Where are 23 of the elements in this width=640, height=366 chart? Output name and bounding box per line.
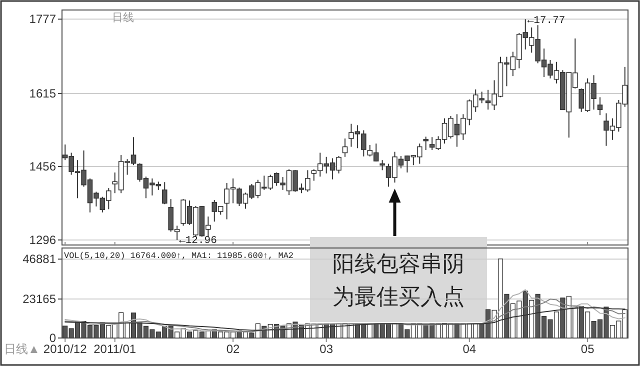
x-tick-label: 2010/12 (43, 342, 88, 356)
x-tick-label: 05 (580, 342, 595, 356)
text: 日线▲ (4, 342, 40, 356)
x-tick-label: 04 (462, 342, 476, 356)
annotation: ←17.77 (527, 15, 566, 28)
y-tick-label: 46881 (22, 252, 56, 266)
y-tick-label: 1777 (29, 12, 56, 26)
y-tick-label: 1296 (29, 232, 56, 247)
candlestick (162, 182, 168, 205)
y-tick-label: 1615 (29, 86, 56, 101)
chart-title: 日线 (112, 11, 134, 24)
annotation: ←12.96 (179, 234, 217, 247)
x-tick-label: 02 (226, 342, 240, 356)
y-tick-label: 0 (49, 331, 56, 345)
candlestick (597, 96, 603, 116)
y-tick-label: 23165 (22, 292, 56, 306)
x-tick-label: 2011/01 (94, 342, 136, 356)
candlestick (380, 160, 385, 171)
chart-title: VOL(5,10,20) 16764.000↑, MA1: 11985.600↑, MA2 (64, 251, 294, 261)
y-tick-label: 1456 (29, 160, 56, 174)
candlestick (342, 138, 348, 158)
candlestick (423, 136, 428, 150)
x-tick-label: 03 (320, 342, 334, 356)
